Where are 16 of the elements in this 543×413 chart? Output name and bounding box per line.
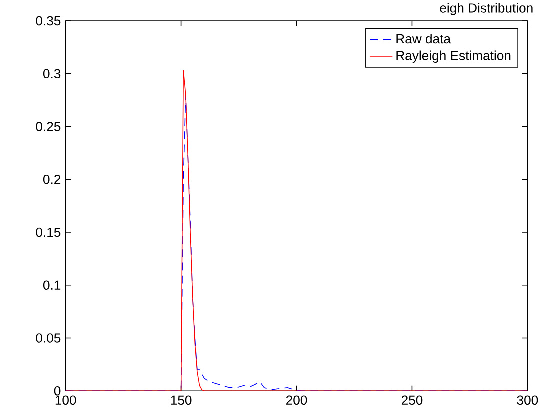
x-tick-label: 200: [286, 396, 308, 406]
y-tick-label: 0.35: [36, 16, 61, 26]
y-tick-label: 0.3: [43, 69, 61, 79]
x-tick-label: 150: [171, 396, 192, 406]
y-tick-label: 0.2: [43, 175, 61, 184]
x-tick-label: 300: [517, 396, 538, 406]
x-tick-label: 100: [56, 396, 76, 406]
y-tick-label: 0.25: [36, 122, 61, 132]
legend-label: Rayleigh Estimation: [396, 51, 511, 64]
y-tick-label: 0: [54, 386, 61, 396]
y-tick-label: 0.05: [36, 334, 61, 344]
chart-title: eigh Distribution: [440, 3, 533, 16]
x-tick-label: 250: [402, 396, 423, 406]
legend-label: Raw data: [396, 34, 452, 44]
y-tick-label: 0.1: [43, 280, 61, 290]
y-tick-label: 0.15: [36, 228, 61, 238]
